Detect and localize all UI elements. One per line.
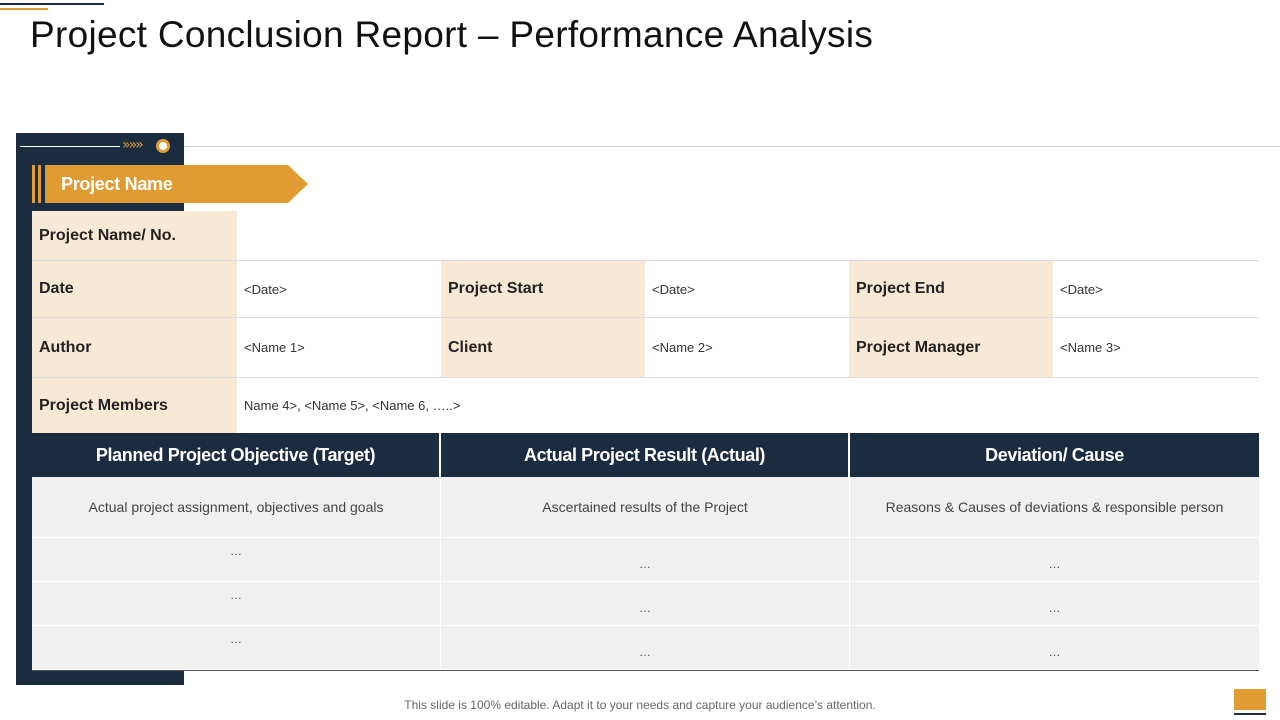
author-label: Author	[32, 318, 237, 377]
top-accent-line	[0, 3, 104, 5]
table-cell[interactable]: Reasons & Causes of deviations & respons…	[885, 499, 1224, 515]
section-label: Project Name	[61, 174, 173, 194]
table-cell[interactable]: …	[32, 538, 441, 581]
project-name-ribbon: Project Name	[32, 165, 308, 203]
table-cell[interactable]: Actual project assignment, objectives an…	[32, 477, 441, 537]
project-info-grid: Project Name/ No. Date <Date> Project St…	[32, 211, 1259, 433]
date-label: Date	[32, 261, 237, 317]
table-cell[interactable]: Ascertained results of the Project	[441, 477, 850, 537]
footer-logo-box	[1234, 689, 1266, 710]
table-bottom-border	[32, 670, 1259, 671]
circle-node-icon	[156, 139, 170, 153]
table-cell[interactable]: …	[441, 582, 850, 625]
ribbon-shape	[32, 165, 308, 203]
client-value[interactable]: <Name 2>	[645, 318, 849, 377]
table-cell[interactable]: …	[1048, 601, 1061, 615]
project-members-label: Project Members	[32, 378, 237, 433]
header-actual-result: Actual Project Result (Actual)	[441, 433, 850, 477]
project-members-value[interactable]: Name 4>, <Name 5>, <Name 6, …..>	[237, 378, 1259, 433]
project-end-label: Project End	[849, 261, 1053, 317]
header-deviation-cause: Deviation/ Cause	[985, 444, 1124, 465]
table-cell[interactable]: …	[441, 538, 850, 581]
table-cell[interactable]: …	[1048, 645, 1061, 659]
table-cell[interactable]: …	[32, 626, 441, 669]
date-value[interactable]: <Date>	[237, 261, 441, 317]
project-start-label: Project Start	[441, 261, 645, 317]
panel-divider	[20, 146, 120, 147]
table-cell[interactable]: …	[32, 582, 441, 625]
table-cell[interactable]: …	[441, 626, 850, 669]
author-value[interactable]: <Name 1>	[237, 318, 441, 377]
chevron-arrows-icon: »»»	[122, 137, 144, 153]
table-row: … … …	[32, 538, 1259, 582]
top-accent-gold-line	[0, 8, 48, 10]
info-row-people: Author <Name 1> Client <Name 2> Project …	[32, 318, 1259, 378]
client-label: Client	[441, 318, 645, 377]
performance-table: Planned Project Objective (Target) Actua…	[32, 433, 1259, 671]
info-row-members: Project Members Name 4>, <Name 5>, <Name…	[32, 378, 1259, 433]
footer-logo-line	[1234, 713, 1266, 715]
header-planned-objective: Planned Project Objective (Target)	[32, 433, 441, 477]
table-cell[interactable]: …	[1048, 557, 1061, 571]
header-divider	[184, 146, 1280, 147]
table-header-row: Planned Project Objective (Target) Actua…	[32, 433, 1259, 477]
info-row-dates: Date <Date> Project Start <Date> Project…	[32, 261, 1259, 318]
slide-title: Project Conclusion Report – Performance …	[30, 14, 874, 55]
info-row-name: Project Name/ No.	[32, 211, 1259, 261]
table-row: Actual project assignment, objectives an…	[32, 477, 1259, 538]
project-end-value[interactable]: <Date>	[1053, 261, 1259, 317]
project-manager-value[interactable]: <Name 3>	[1053, 318, 1259, 377]
footer-note: This slide is 100% editable. Adapt it to…	[404, 698, 876, 712]
project-name-value[interactable]	[237, 211, 1259, 260]
project-manager-label: Project Manager	[849, 318, 1053, 377]
project-start-value[interactable]: <Date>	[645, 261, 849, 317]
table-row: … … …	[32, 582, 1259, 626]
project-name-label: Project Name/ No.	[32, 211, 237, 260]
table-row: … … …	[32, 626, 1259, 670]
